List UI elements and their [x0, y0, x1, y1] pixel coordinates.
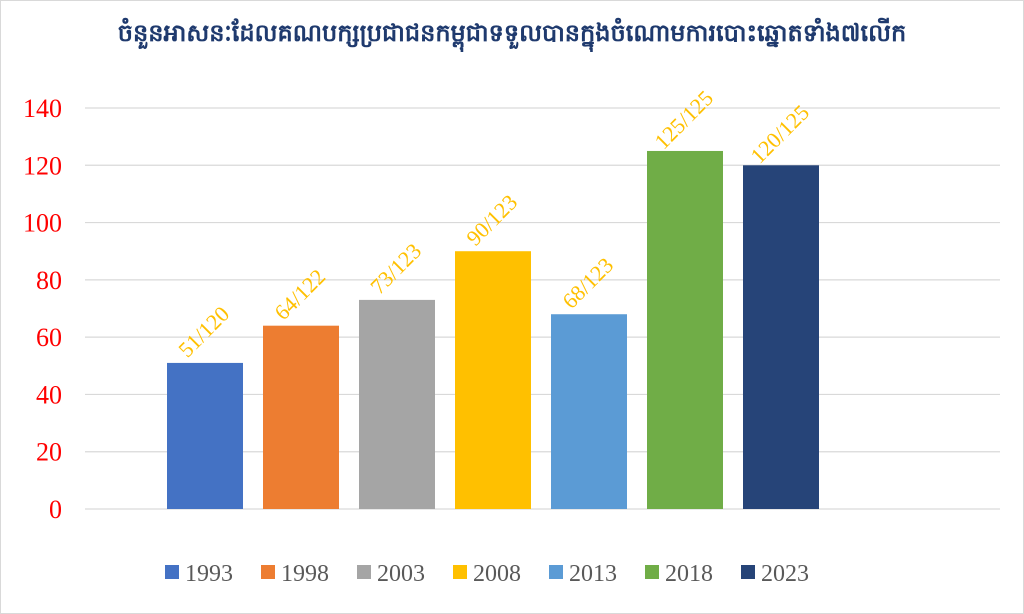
y-tick-label: 100: [23, 209, 62, 238]
data-label-1998: 64/122: [269, 264, 330, 325]
legend-swatch-2023: [741, 565, 755, 579]
bars: [167, 150, 819, 510]
legend-label-2023: 2023: [761, 561, 809, 587]
legend-swatch-1993: [165, 565, 179, 579]
legend-swatch-1998: [261, 565, 275, 579]
legend-swatch-2003: [357, 565, 371, 579]
bar-2018: [647, 150, 723, 509]
y-tick-label: 60: [36, 323, 62, 352]
y-tick-label: 40: [36, 380, 62, 409]
data-label-2018: 125/125: [649, 85, 718, 154]
data-label-2003: 73/123: [365, 238, 426, 299]
legend-swatch-2008: [453, 565, 467, 579]
bar-2023: [743, 165, 819, 510]
bar-2003: [359, 299, 435, 509]
y-tick-label: 80: [36, 266, 62, 295]
bar-1998: [263, 325, 339, 509]
legend-label-2018: 2018: [665, 561, 713, 587]
legend-label-2003: 2003: [377, 561, 425, 587]
y-axis-tick-labels: 0 20 40 60 80 100 120 140: [23, 94, 62, 524]
legend-label-2013: 2013: [569, 561, 617, 587]
legend-swatch-2013: [549, 565, 563, 579]
bar-1993: [167, 362, 243, 509]
legend-label-2008: 2008: [473, 561, 521, 587]
bar-2008: [455, 251, 531, 509]
data-label-2008: 90/123: [461, 189, 522, 250]
y-tick-label: 140: [23, 94, 62, 123]
legend-label-1993: 1993: [185, 561, 233, 587]
y-tick-label: 120: [23, 151, 62, 180]
y-tick-label: 20: [36, 438, 62, 467]
data-label-2013: 68/123: [557, 252, 618, 313]
legend-label-1998: 1998: [281, 561, 329, 587]
legend: 1993 1998 2003 2008 2013 2018 2023: [165, 561, 809, 587]
data-label-1993: 51/120: [173, 301, 234, 362]
y-tick-label: 0: [49, 495, 62, 524]
chart-title: ចំនួនអាសនៈដែលគណបក្សប្រជាជនកម្ពុជាទទួលបាន…: [117, 19, 907, 47]
legend-swatch-2018: [645, 565, 659, 579]
data-label-2023: 120/125: [745, 100, 814, 169]
bar-2013: [551, 314, 627, 509]
